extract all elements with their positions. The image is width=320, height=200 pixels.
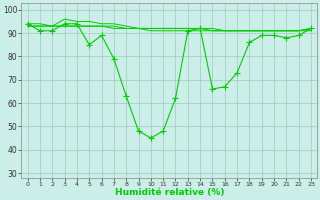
- X-axis label: Humidité relative (%): Humidité relative (%): [115, 188, 224, 197]
